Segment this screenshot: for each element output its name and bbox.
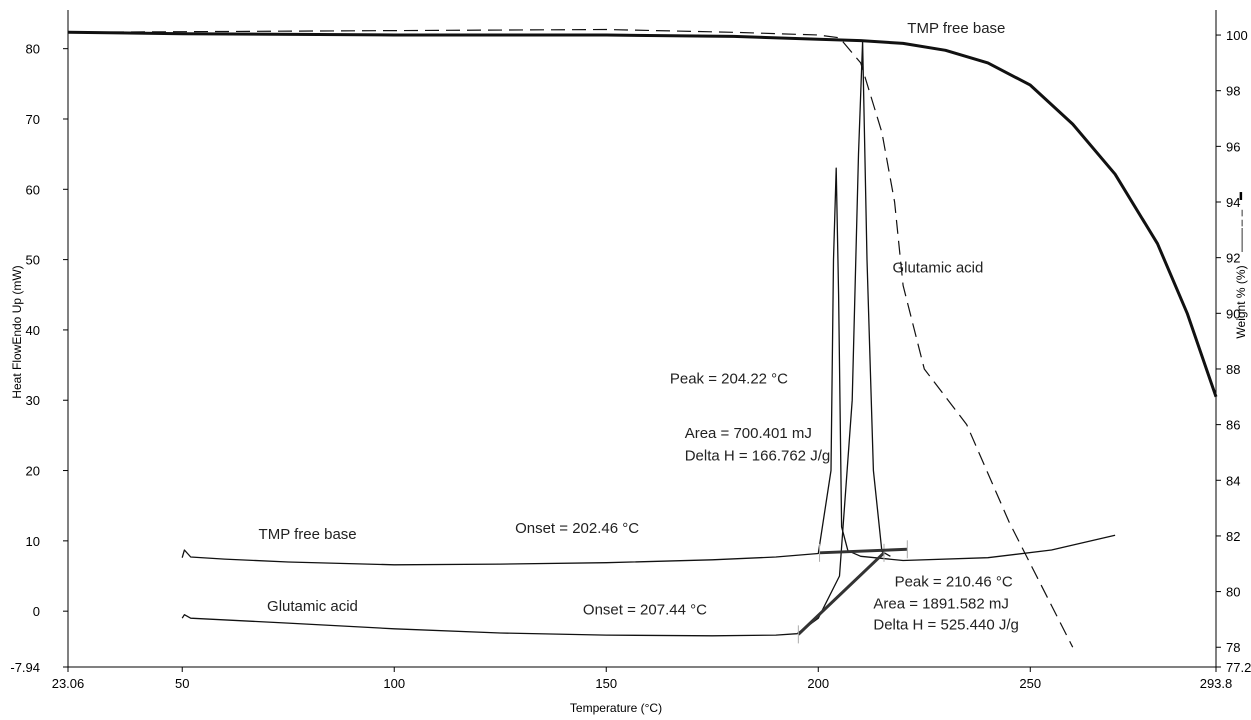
right-axis-ticks: 77.29 78 80 82 84 86 88 90 92 94 96 98 100 bbox=[1216, 28, 1251, 675]
right-tick-label: 80 bbox=[1226, 585, 1240, 600]
right-tick-label: 92 bbox=[1226, 251, 1240, 266]
onset-marker-layer bbox=[797, 540, 908, 644]
x-tick-label: 293.8 bbox=[1200, 676, 1233, 691]
right-tick-label: 86 bbox=[1226, 418, 1240, 433]
x-tick-label: 100 bbox=[383, 676, 405, 691]
right-axis-legend-thick: ━ bbox=[1234, 192, 1248, 201]
right-tick-label: 82 bbox=[1226, 529, 1240, 544]
right-axis-legend-solid: —— bbox=[1234, 228, 1248, 252]
right-tick-label: 84 bbox=[1226, 473, 1240, 488]
right-tick-label: 88 bbox=[1226, 362, 1240, 377]
chart-annotation: Glutamic acid bbox=[267, 598, 358, 615]
chart-annotation: Peak = 204.22 °C bbox=[670, 370, 788, 387]
plot-frame bbox=[67, 10, 1217, 668]
right-tick-label: 98 bbox=[1226, 84, 1240, 99]
tmp-free-base-tga-series bbox=[67, 30, 1218, 398]
left-tick-label: 30 bbox=[26, 393, 40, 408]
left-axis-label: Heat FlowEndo Up (mW) bbox=[10, 265, 24, 398]
right-tick-label: 96 bbox=[1226, 139, 1240, 154]
right-tick-label: 94 bbox=[1226, 195, 1240, 210]
chart-annotation: Glutamic acid bbox=[892, 259, 983, 276]
chart-annotation: Peak = 210.46 °C bbox=[895, 574, 1013, 591]
left-tick-label: 0 bbox=[33, 604, 40, 619]
x-tick-label: 250 bbox=[1019, 676, 1041, 691]
left-axis-ticks: -7.94 0 10 20 30 40 50 60 70 80 bbox=[10, 42, 68, 675]
left-tick-label: 60 bbox=[26, 182, 40, 197]
series-layer bbox=[67, 28, 1218, 648]
x-tick-label: 50 bbox=[175, 676, 189, 691]
right-tick-label: 77.29 bbox=[1226, 660, 1251, 675]
onset-tangent-line bbox=[819, 547, 908, 555]
x-axis-ticks: 23.06 50 100 150 200 250 293.8 bbox=[52, 667, 1233, 691]
glutamic-acid-dsc-series bbox=[181, 40, 891, 637]
chart-annotation: TMP free base bbox=[259, 526, 357, 543]
chart-annotation: Delta H = 525.440 J/g bbox=[873, 616, 1019, 633]
left-tick-label: 20 bbox=[26, 464, 40, 479]
chart-annotation: Area = 1891.582 mJ bbox=[873, 595, 1009, 612]
tmp-free-base-dsc-series bbox=[181, 167, 1116, 566]
left-tick-label: 10 bbox=[26, 534, 40, 549]
x-tick-label: 150 bbox=[595, 676, 617, 691]
left-tick-label: 80 bbox=[26, 42, 40, 57]
right-tick-label: 78 bbox=[1226, 640, 1240, 655]
chart-annotation: TMP free base bbox=[907, 20, 1005, 37]
chart-annotation: Delta H = 166.762 J/g bbox=[685, 448, 831, 465]
annotation-layer: TMP free base Glutamic acid Peak = 204.22 … bbox=[259, 20, 1019, 633]
right-axis-legend-dashed: – – bbox=[1234, 209, 1248, 226]
onset-tangent-line bbox=[797, 551, 886, 636]
left-tick-label: 70 bbox=[26, 112, 40, 127]
left-tick-label: -7.94 bbox=[10, 660, 40, 675]
x-axis-label: Temperature (°C) bbox=[570, 701, 662, 715]
chart-annotation: Onset = 207.44 °C bbox=[583, 602, 707, 619]
right-tick-label: 90 bbox=[1226, 306, 1240, 321]
right-tick-label: 100 bbox=[1226, 28, 1248, 43]
glutamic-acid-tga-series bbox=[67, 28, 1074, 648]
x-tick-label: 23.06 bbox=[52, 676, 85, 691]
chart-annotation: Area = 700.401 mJ bbox=[685, 425, 812, 442]
chart-annotation: Onset = 202.46 °C bbox=[515, 520, 639, 537]
left-tick-label: 50 bbox=[26, 253, 40, 268]
right-axis-label: Weight % (%) bbox=[1234, 265, 1248, 338]
left-tick-label: 40 bbox=[26, 323, 40, 338]
x-tick-label: 200 bbox=[807, 676, 829, 691]
